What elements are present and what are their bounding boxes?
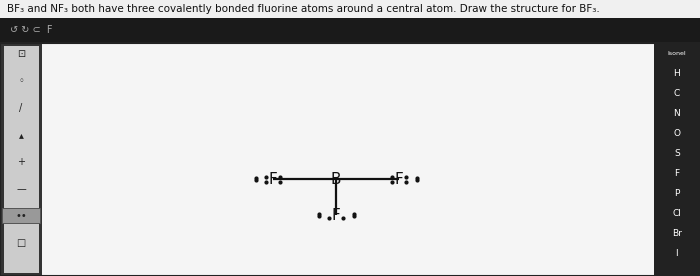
Text: ◦: ◦ — [18, 76, 24, 86]
Text: □: □ — [16, 238, 26, 248]
Text: /: / — [20, 103, 22, 113]
Text: +: + — [17, 157, 25, 167]
Text: Cl: Cl — [673, 209, 681, 218]
Text: ▴: ▴ — [19, 130, 23, 140]
Text: Isonel: Isonel — [668, 51, 686, 56]
Text: N: N — [673, 109, 680, 118]
Bar — [2, 208, 40, 223]
Text: B: B — [330, 172, 342, 187]
Bar — [0, 18, 700, 43]
Text: F: F — [269, 172, 277, 187]
Bar — [0, 43, 700, 276]
Text: C: C — [674, 89, 680, 98]
Bar — [0, 43, 42, 276]
Text: ••: •• — [15, 211, 27, 221]
Text: ⊡: ⊡ — [17, 49, 25, 59]
Text: I: I — [676, 249, 678, 258]
Text: F: F — [395, 172, 403, 187]
Bar — [4, 46, 38, 273]
Bar — [42, 43, 654, 276]
Text: P: P — [674, 189, 680, 198]
Text: —: — — [16, 184, 26, 194]
Text: S: S — [674, 149, 680, 158]
Bar — [654, 43, 700, 276]
Text: O: O — [673, 129, 680, 138]
Text: F: F — [332, 208, 340, 223]
Text: BF₃ and NF₃ both have three covalently bonded fluorine atoms around a central at: BF₃ and NF₃ both have three covalently b… — [7, 4, 600, 14]
Text: Br: Br — [672, 229, 682, 238]
Text: H: H — [673, 69, 680, 78]
Text: ↺ ↻ ⊂  F: ↺ ↻ ⊂ F — [10, 25, 53, 35]
Text: F: F — [674, 169, 680, 178]
